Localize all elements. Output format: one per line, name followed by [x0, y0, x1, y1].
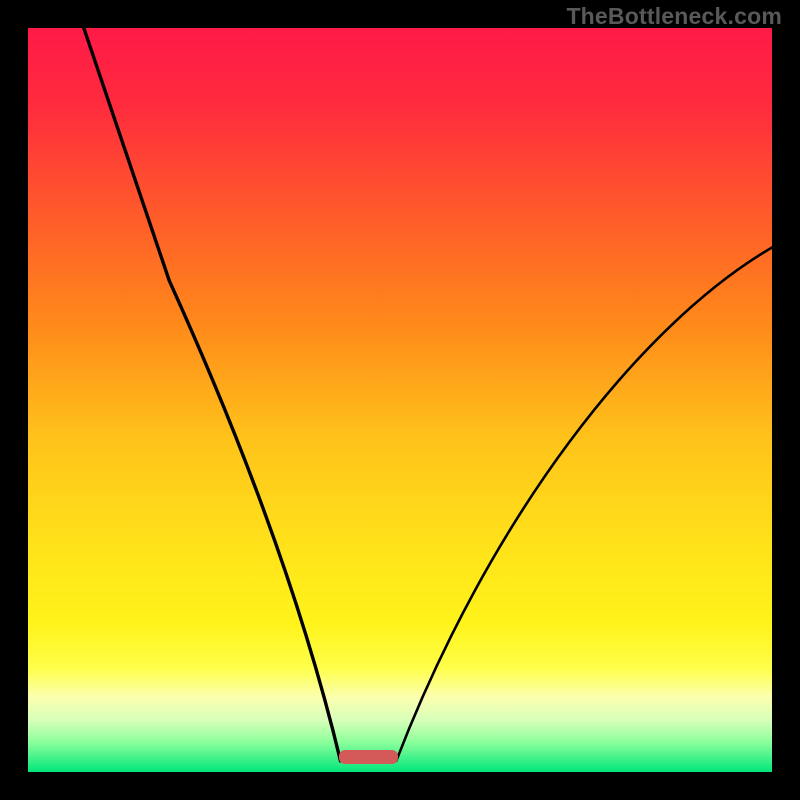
left-curve: [84, 28, 341, 761]
bottleneck-marker: [339, 750, 398, 764]
right-curve: [396, 247, 772, 760]
watermark-text: TheBottleneck.com: [566, 3, 782, 30]
curves-layer: [28, 28, 772, 772]
plot-area: [28, 28, 772, 772]
bottleneck-chart: TheBottleneck.com: [0, 0, 800, 800]
